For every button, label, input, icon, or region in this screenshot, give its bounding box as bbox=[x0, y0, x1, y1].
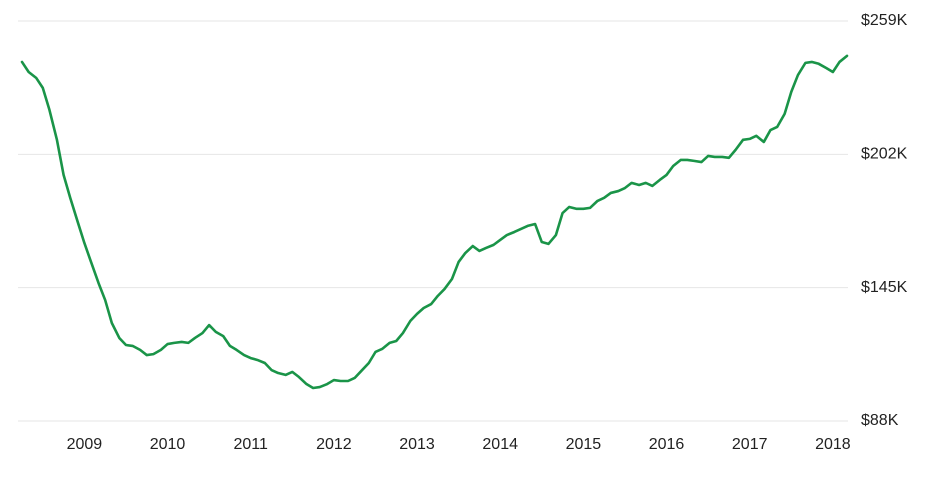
y-tick-label: $259K bbox=[861, 12, 908, 29]
y-tick-label: $145K bbox=[861, 279, 908, 296]
y-tick-label: $202K bbox=[861, 146, 908, 163]
x-tick-label: 2011 bbox=[234, 436, 269, 453]
x-tick-label: 2017 bbox=[732, 436, 768, 453]
x-tick-label: 2009 bbox=[67, 436, 103, 453]
x-tick-label: 2016 bbox=[649, 436, 685, 453]
x-tick-label: 2012 bbox=[316, 436, 352, 453]
x-tick-label: 2015 bbox=[566, 436, 602, 453]
x-tick-label: 2018 bbox=[815, 436, 851, 453]
x-tick-label: 2013 bbox=[399, 436, 435, 453]
data-line bbox=[20, 54, 849, 390]
y-tick-label: $88K bbox=[861, 412, 899, 429]
x-tick-label: 2010 bbox=[150, 436, 186, 453]
x-tick-label: 2014 bbox=[482, 436, 518, 453]
